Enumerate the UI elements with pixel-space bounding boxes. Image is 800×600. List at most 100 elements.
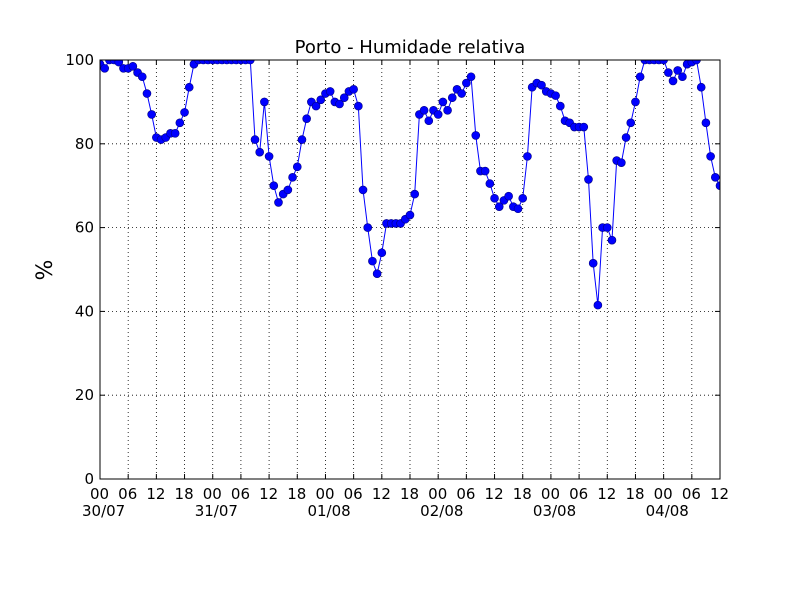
data-point [349,85,358,94]
plot-frame [99,59,721,480]
data-point [462,78,471,88]
data-point [602,223,612,232]
y-tick-label: 0 [84,470,94,488]
data-point [325,87,335,96]
data-point [621,133,631,142]
data-point [288,173,297,182]
data-point [335,99,344,109]
data-point [443,105,452,115]
data-point [377,248,387,258]
data-point [246,60,255,65]
data-point [316,95,326,105]
data-point [419,105,429,115]
data-point [701,118,711,128]
data-point [114,60,124,67]
data-point [485,179,495,188]
data-point [692,60,701,65]
data-point [551,91,560,100]
data-point [523,152,532,161]
x-tick-label: 00 31/07 [195,485,238,520]
x-tick-label: 06 [344,485,363,503]
x-tick-label: 18 [400,485,419,503]
data-point [626,118,636,128]
data-point [715,181,720,190]
data-point [668,76,678,86]
data-point [292,162,302,172]
data-point [696,82,706,92]
data-point [170,129,180,138]
data-point [678,72,687,82]
data-point [283,185,293,195]
data-point [137,72,147,82]
data-point [339,93,349,103]
x-tick-label: 12 [597,485,616,503]
x-tick-label: 06 [231,485,250,503]
data-point [354,101,363,111]
data-point [537,80,546,90]
x-tick-label: 00 30/07 [82,485,125,520]
data-point [264,152,274,161]
data-point [433,110,443,119]
data-point [363,223,373,232]
data-point [631,97,640,107]
x-tick-label: 00 04/08 [646,485,689,520]
x-tick-label: 00 01/08 [307,485,350,520]
data-point [180,108,189,117]
data-point [128,61,138,71]
data-point [588,258,598,268]
data-point [706,152,715,161]
data-point [100,64,109,73]
data-point [471,131,481,140]
x-tick-label: 18 [287,485,306,503]
y-tick-label: 20 [75,386,94,404]
data-point [584,175,593,184]
y-tick-label: 80 [75,135,94,153]
y-tick-label: 60 [75,219,94,237]
x-tick-label: 06 [118,485,137,503]
chart-title: Porto - Humidade relativa [295,37,526,58]
x-tick-label: 00 03/08 [533,485,576,520]
data-point [175,118,185,128]
data-point [659,60,668,65]
plot-area [100,60,720,310]
data-point [410,189,419,199]
x-tick-label: 06 [456,485,475,503]
data-point [302,114,311,123]
x-tick-label: 18 [175,485,194,503]
x-tick-label: 12 [372,485,391,503]
data-point [457,89,466,98]
data-point [358,185,368,195]
data-point [480,166,490,176]
data-point [311,101,321,111]
data-point [494,202,504,211]
data-point [504,191,513,201]
x-tick-label: 12 [710,485,729,503]
x-tick-label: 12 [259,485,278,503]
y-tick-label: 100 [65,51,94,69]
data-point [297,135,307,144]
data-point [372,269,382,278]
data-point [556,101,565,111]
data-point [147,110,156,119]
data-point [593,300,603,310]
data-point [607,235,617,245]
x-tick-label: 06 [682,485,701,503]
data-point [424,116,434,126]
data-point [617,158,626,167]
data-point [711,173,720,182]
data-point [269,181,279,190]
data-point [438,97,448,107]
x-tick-label: 06 [569,485,588,503]
x-tick-label: 18 [625,485,644,503]
data-point [368,256,377,266]
data-point [673,66,683,75]
data-point [274,198,283,207]
data-point [466,72,476,82]
x-tick-label: 12 [146,485,165,503]
data-point [513,204,523,214]
data-point [490,193,499,203]
data-point [664,68,673,77]
data-point [142,89,152,98]
